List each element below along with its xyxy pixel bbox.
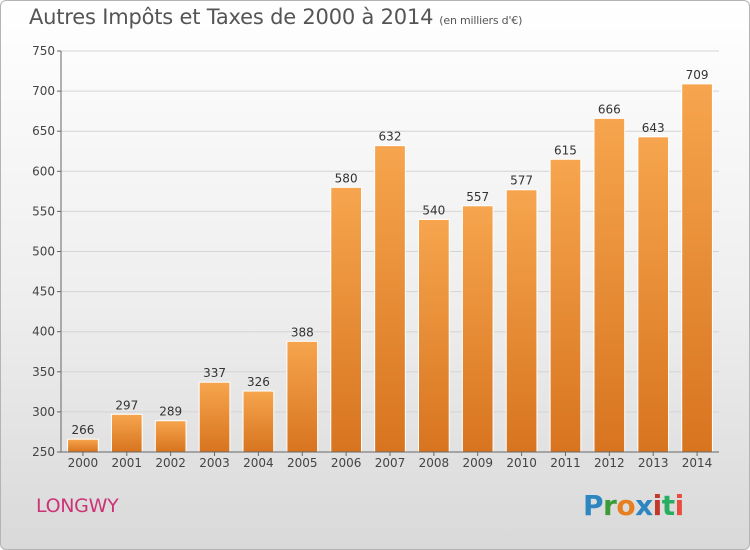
x-tick-label: 2007 [375,456,406,470]
data-label: 577 [510,174,533,188]
bar [330,186,362,453]
bar [505,189,538,453]
y-tick-label: 450 [32,285,55,299]
x-tick-label: 2012 [594,456,625,470]
data-label: 540 [422,203,445,217]
bar [637,136,670,453]
y-tick-label: 650 [32,124,55,138]
bars [67,83,713,453]
y-tick-label: 250 [32,445,55,459]
logo-letter: t [661,489,675,522]
x-tick-label: 2006 [331,456,362,470]
data-label: 580 [335,171,358,185]
y-tick-label: 500 [32,245,55,259]
data-labels: 266 297 289 337 326 388 580 632 540 557 577 615 666 6… [71,68,708,437]
bar [110,413,143,453]
bar [418,218,450,453]
x-tick-label: 2000 [68,456,99,470]
bar [286,340,319,453]
y-tick-label: 700 [32,84,55,98]
y-tick-label: 550 [32,204,55,218]
logo-letter: r [603,489,617,522]
chart-title: Autres Impôts et Taxes de 2000 à 2014 (en… [29,5,522,29]
logo-letter: x [635,489,653,522]
bar [461,205,494,453]
x-tick-label: 2002 [155,456,186,470]
x-tick-label: 2010 [506,456,537,470]
bar [67,438,99,453]
data-label: 289 [159,405,182,419]
bar [681,83,713,453]
x-axis-ticks: 2000 2001 2002 2003 2004 2005 2006 2007 2008 2009… [68,452,713,470]
y-axis-ticks: 250 300 350 400 450 500 550 600 650 700 750 [32,44,61,459]
bar [242,390,275,453]
x-tick-label: 2003 [199,456,230,470]
logo-letter: o [616,489,636,522]
x-tick-label: 2014 [682,456,713,470]
x-tick-label: 2008 [419,456,450,470]
x-tick-label: 2004 [243,456,274,470]
bar [374,145,406,453]
data-label: 266 [71,423,94,437]
y-tick-label: 350 [32,365,55,379]
x-tick-label: 2013 [638,456,669,470]
logo-letter: i [674,489,685,522]
bar [198,381,231,453]
y-tick-label: 600 [32,164,55,178]
data-label: 388 [291,325,314,339]
data-label: 297 [115,398,138,412]
data-label: 632 [379,130,402,144]
logo-letter: P [583,489,604,522]
data-label: 666 [598,102,621,116]
y-tick-label: 300 [32,405,55,419]
data-label: 643 [642,121,665,135]
bar [154,420,187,453]
x-tick-label: 2005 [287,456,318,470]
x-tick-label: 2011 [550,456,581,470]
x-tick-label: 2001 [112,456,143,470]
bar [593,117,626,453]
x-tick-label: 2009 [462,456,493,470]
logo-letter: i [652,489,663,522]
axes [60,51,719,453]
data-label: 615 [554,143,577,157]
data-label: 337 [203,366,226,380]
data-label: 709 [686,68,709,82]
city-name: LONGWY [36,495,119,517]
data-label: 326 [247,375,270,389]
proxiti-logo[interactable]: Proxiti [583,489,684,522]
bar [549,158,582,453]
y-tick-label: 750 [32,44,55,58]
y-tick-label: 400 [32,325,55,339]
chart-title-text: Autres Impôts et Taxes de 2000 à 2014 [29,5,434,29]
data-label: 557 [466,190,489,204]
chart-subtitle: (en milliers d'€) [439,14,523,27]
